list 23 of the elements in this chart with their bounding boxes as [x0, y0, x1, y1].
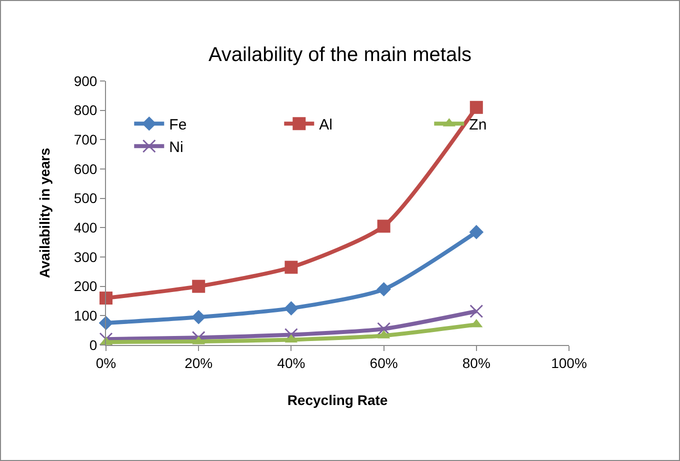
x-tick-label: 40% [277, 354, 306, 371]
x-tick-label: 20% [184, 354, 213, 371]
y-tick-label: 200 [74, 278, 98, 294]
x-axis-title: Recycling Rate [287, 392, 388, 408]
y-tick-label: 700 [74, 132, 98, 148]
legend-label: Al [319, 116, 332, 134]
y-tick-label: 100 [74, 308, 98, 324]
y-tick-label: 300 [74, 248, 98, 265]
y-tick-label: 400 [74, 220, 98, 236]
x-tick-label: 60% [370, 354, 398, 371]
x-tick-label: 0% [96, 354, 116, 371]
y-axis-title: Availability in years [36, 148, 52, 278]
y-tick-label: 900 [74, 72, 98, 89]
chart-title: Availability of the main metals [208, 44, 472, 66]
y-tick-label: 0 [89, 336, 98, 353]
x-tick-label: 100% [551, 354, 587, 371]
y-tick-label: 500 [74, 190, 98, 206]
legend-label: Zn [469, 116, 487, 134]
x-tick-label: 80% [462, 354, 490, 371]
legend-label: Ni [169, 139, 184, 156]
y-tick-label: 800 [74, 102, 98, 118]
y-tick-label: 600 [74, 160, 98, 177]
legend-label: Fe [169, 116, 187, 134]
